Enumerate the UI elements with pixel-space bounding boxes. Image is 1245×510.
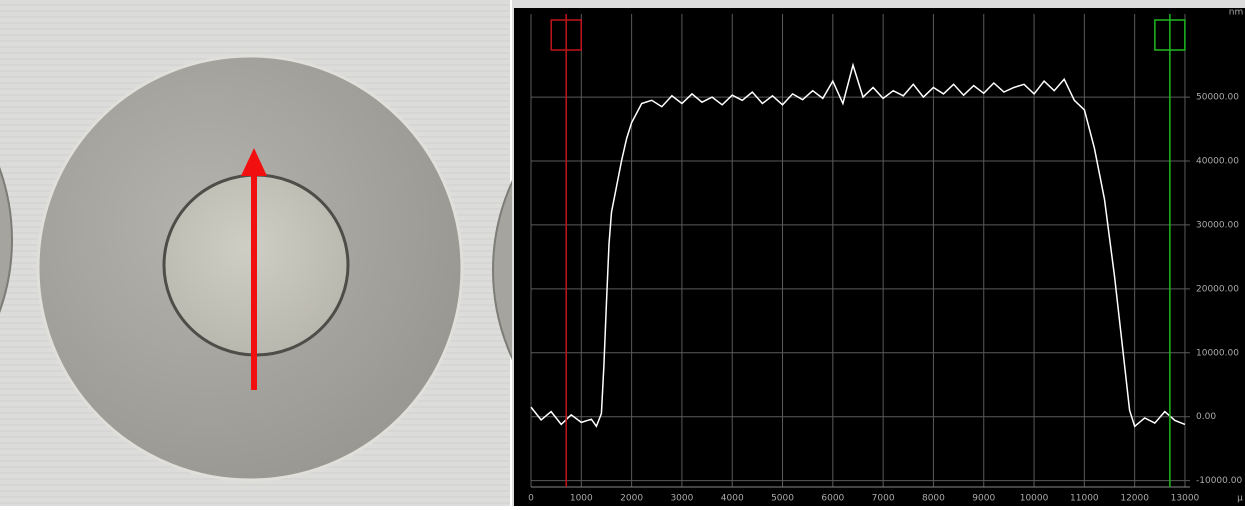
plot-background <box>514 8 1245 506</box>
y-tick-label: 30000.00 <box>1196 220 1239 230</box>
x-tick-label: 6000 <box>821 494 844 504</box>
y-tick-label: -10000.00 <box>1196 476 1242 486</box>
y-tick-label: 40000.00 <box>1196 157 1239 167</box>
x-tick-label: 8000 <box>922 494 945 504</box>
x-tick-label: 13000 <box>1171 494 1200 504</box>
y-tick-label: 0.00 <box>1196 412 1216 422</box>
x-unit: µ <box>1237 494 1243 504</box>
page: nm µ 0 1000 2000 3000 4000 5000 6000 7000 8000 90… <box>0 0 1245 506</box>
y-tick-label: 20000.00 <box>1196 284 1239 294</box>
x-tick-label: 0 <box>528 494 534 504</box>
x-tick-label: 12000 <box>1120 494 1149 504</box>
x-tick-label: 11000 <box>1070 494 1099 504</box>
x-tick-label: 4000 <box>721 494 744 504</box>
y-tick-label: 50000.00 <box>1196 93 1239 103</box>
x-tick-label: 3000 <box>670 494 693 504</box>
y-unit: nm <box>1229 8 1243 18</box>
x-tick-label: 5000 <box>771 494 794 504</box>
x-tick-label: 7000 <box>872 494 895 504</box>
x-tick-label: 9000 <box>972 494 995 504</box>
x-tick-label: 10000 <box>1020 494 1049 504</box>
x-tick-label: 1000 <box>570 494 593 504</box>
y-tick-label: 10000.00 <box>1196 348 1239 358</box>
x-tick-label: 2000 <box>620 494 643 504</box>
